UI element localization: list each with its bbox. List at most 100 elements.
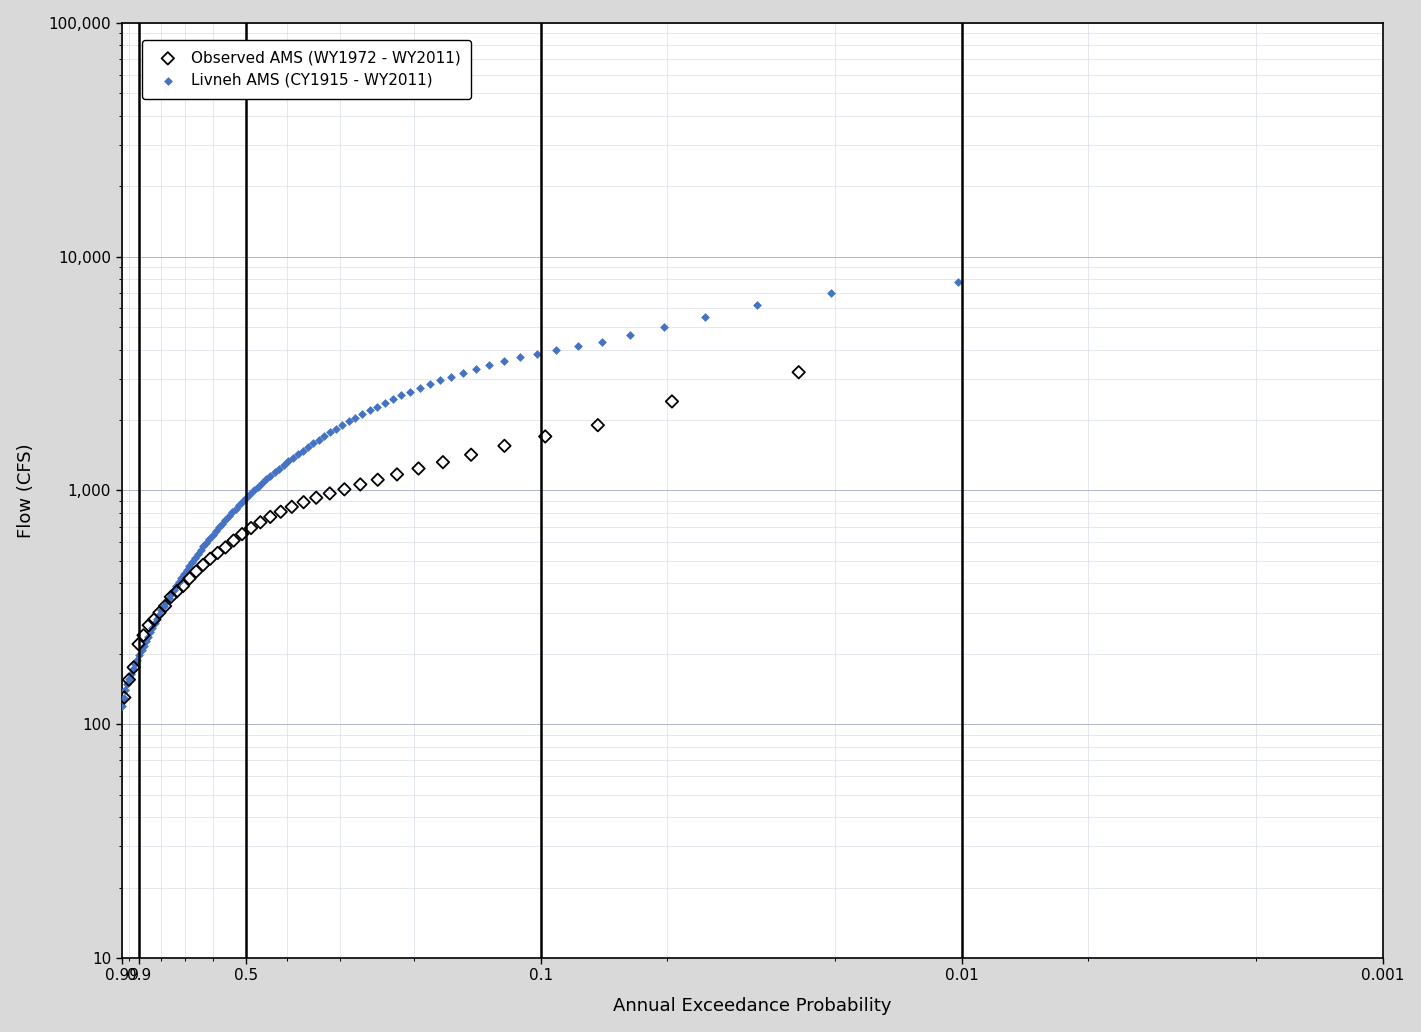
Livneh AMS (CY1915 - WY2011) <box>277 453 300 470</box>
Observed AMS (WY1972 - WY2011) <box>787 364 810 381</box>
Observed AMS (WY1972 - WY2011) <box>142 611 165 627</box>
Observed AMS (WY1972 - WY2011) <box>587 417 610 433</box>
Livneh AMS (CY1915 - WY2011) <box>325 420 348 437</box>
X-axis label: Annual Exceedance Probability: Annual Exceedance Probability <box>612 997 891 1015</box>
Livneh AMS (CY1915 - WY2011) <box>189 542 212 558</box>
Y-axis label: Flow (CFS): Flow (CFS) <box>17 443 34 538</box>
Livneh AMS (CY1915 - WY2011) <box>439 368 462 385</box>
Livneh AMS (CY1915 - WY2011) <box>389 387 412 404</box>
Livneh AMS (CY1915 - WY2011) <box>331 417 354 433</box>
Livneh AMS (CY1915 - WY2011) <box>126 651 149 668</box>
Observed AMS (WY1972 - WY2011) <box>259 509 281 525</box>
Livneh AMS (CY1915 - WY2011) <box>287 446 310 462</box>
Livneh AMS (CY1915 - WY2011) <box>243 482 266 498</box>
Livneh AMS (CY1915 - WY2011) <box>693 309 716 325</box>
Livneh AMS (CY1915 - WY2011) <box>192 538 215 554</box>
Observed AMS (WY1972 - WY2011) <box>350 476 372 492</box>
Livneh AMS (CY1915 - WY2011) <box>381 391 404 408</box>
Livneh AMS (CY1915 - WY2011) <box>168 574 190 590</box>
Livneh AMS (CY1915 - WY2011) <box>205 523 227 540</box>
Livneh AMS (CY1915 - WY2011) <box>131 642 153 658</box>
Livneh AMS (CY1915 - WY2011) <box>365 398 388 415</box>
Observed AMS (WY1972 - WY2011) <box>199 550 222 567</box>
Livneh AMS (CY1915 - WY2011) <box>259 467 281 484</box>
Livneh AMS (CY1915 - WY2011) <box>136 628 159 645</box>
Livneh AMS (CY1915 - WY2011) <box>263 464 286 481</box>
Observed AMS (WY1972 - WY2011) <box>460 447 483 463</box>
Observed AMS (WY1972 - WY2011) <box>408 460 431 477</box>
Livneh AMS (CY1915 - WY2011) <box>281 450 304 466</box>
Livneh AMS (CY1915 - WY2011) <box>198 530 220 547</box>
Livneh AMS (CY1915 - WY2011) <box>220 504 243 520</box>
Livneh AMS (CY1915 - WY2011) <box>291 443 314 459</box>
Livneh AMS (CY1915 - WY2011) <box>254 472 277 488</box>
Livneh AMS (CY1915 - WY2011) <box>162 581 185 598</box>
Livneh AMS (CY1915 - WY2011) <box>171 570 193 586</box>
Livneh AMS (CY1915 - WY2011) <box>465 361 487 378</box>
Observed AMS (WY1972 - WY2011) <box>333 481 355 497</box>
Observed AMS (WY1972 - WY2011) <box>240 520 263 537</box>
Observed AMS (WY1972 - WY2011) <box>185 563 207 580</box>
Observed AMS (WY1972 - WY2011) <box>661 393 684 410</box>
Livneh AMS (CY1915 - WY2011) <box>117 676 139 692</box>
Livneh AMS (CY1915 - WY2011) <box>128 647 151 664</box>
Livneh AMS (CY1915 - WY2011) <box>145 611 168 627</box>
Livneh AMS (CY1915 - WY2011) <box>492 353 514 369</box>
Observed AMS (WY1972 - WY2011) <box>138 617 161 634</box>
Livneh AMS (CY1915 - WY2011) <box>297 439 320 455</box>
Livneh AMS (CY1915 - WY2011) <box>344 410 367 426</box>
Livneh AMS (CY1915 - WY2011) <box>124 656 146 673</box>
Livneh AMS (CY1915 - WY2011) <box>247 479 270 495</box>
Livneh AMS (CY1915 - WY2011) <box>526 346 549 362</box>
Livneh AMS (CY1915 - WY2011) <box>112 689 135 706</box>
Observed AMS (WY1972 - WY2011) <box>222 533 244 549</box>
Legend: Observed AMS (WY1972 - WY2011), Livneh AMS (CY1915 - WY2011): Observed AMS (WY1972 - WY2011), Livneh A… <box>142 39 472 99</box>
Observed AMS (WY1972 - WY2011) <box>206 545 229 561</box>
Livneh AMS (CY1915 - WY2011) <box>239 486 261 503</box>
Observed AMS (WY1972 - WY2011) <box>192 556 215 573</box>
Observed AMS (WY1972 - WY2011) <box>385 466 408 483</box>
Livneh AMS (CY1915 - WY2011) <box>202 526 225 543</box>
Livneh AMS (CY1915 - WY2011) <box>186 546 209 562</box>
Livneh AMS (CY1915 - WY2011) <box>509 349 531 365</box>
Observed AMS (WY1972 - WY2011) <box>118 672 141 688</box>
Livneh AMS (CY1915 - WY2011) <box>946 273 969 290</box>
Livneh AMS (CY1915 - WY2011) <box>111 698 134 714</box>
Livneh AMS (CY1915 - WY2011) <box>232 493 254 510</box>
Livneh AMS (CY1915 - WY2011) <box>172 566 195 582</box>
Observed AMS (WY1972 - WY2011) <box>159 588 182 605</box>
Livneh AMS (CY1915 - WY2011) <box>307 431 330 448</box>
Livneh AMS (CY1915 - WY2011) <box>159 585 182 602</box>
Livneh AMS (CY1915 - WY2011) <box>267 460 290 477</box>
Livneh AMS (CY1915 - WY2011) <box>158 589 180 606</box>
Livneh AMS (CY1915 - WY2011) <box>132 637 155 653</box>
Observed AMS (WY1972 - WY2011) <box>493 438 516 454</box>
Livneh AMS (CY1915 - WY2011) <box>374 394 396 411</box>
Livneh AMS (CY1915 - WY2011) <box>313 427 335 444</box>
Observed AMS (WY1972 - WY2011) <box>165 583 188 600</box>
Livneh AMS (CY1915 - WY2011) <box>152 598 175 614</box>
Livneh AMS (CY1915 - WY2011) <box>429 373 452 389</box>
Observed AMS (WY1972 - WY2011) <box>280 498 303 515</box>
Livneh AMS (CY1915 - WY2011) <box>477 357 500 374</box>
Livneh AMS (CY1915 - WY2011) <box>144 615 166 632</box>
Livneh AMS (CY1915 - WY2011) <box>418 376 441 392</box>
Livneh AMS (CY1915 - WY2011) <box>215 512 237 528</box>
Observed AMS (WY1972 - WY2011) <box>318 485 341 502</box>
Livneh AMS (CY1915 - WY2011) <box>139 623 162 640</box>
Livneh AMS (CY1915 - WY2011) <box>652 319 675 335</box>
Livneh AMS (CY1915 - WY2011) <box>567 337 590 354</box>
Livneh AMS (CY1915 - WY2011) <box>358 402 381 419</box>
Observed AMS (WY1972 - WY2011) <box>367 472 389 488</box>
Livneh AMS (CY1915 - WY2011) <box>234 489 257 506</box>
Livneh AMS (CY1915 - WY2011) <box>148 607 171 623</box>
Livneh AMS (CY1915 - WY2011) <box>210 515 233 531</box>
Observed AMS (WY1972 - WY2011) <box>148 605 171 621</box>
Livneh AMS (CY1915 - WY2011) <box>195 535 217 551</box>
Livneh AMS (CY1915 - WY2011) <box>178 557 200 574</box>
Livneh AMS (CY1915 - WY2011) <box>591 333 614 350</box>
Livneh AMS (CY1915 - WY2011) <box>746 297 769 314</box>
Livneh AMS (CY1915 - WY2011) <box>165 578 188 594</box>
Observed AMS (WY1972 - WY2011) <box>172 578 195 594</box>
Livneh AMS (CY1915 - WY2011) <box>141 619 163 636</box>
